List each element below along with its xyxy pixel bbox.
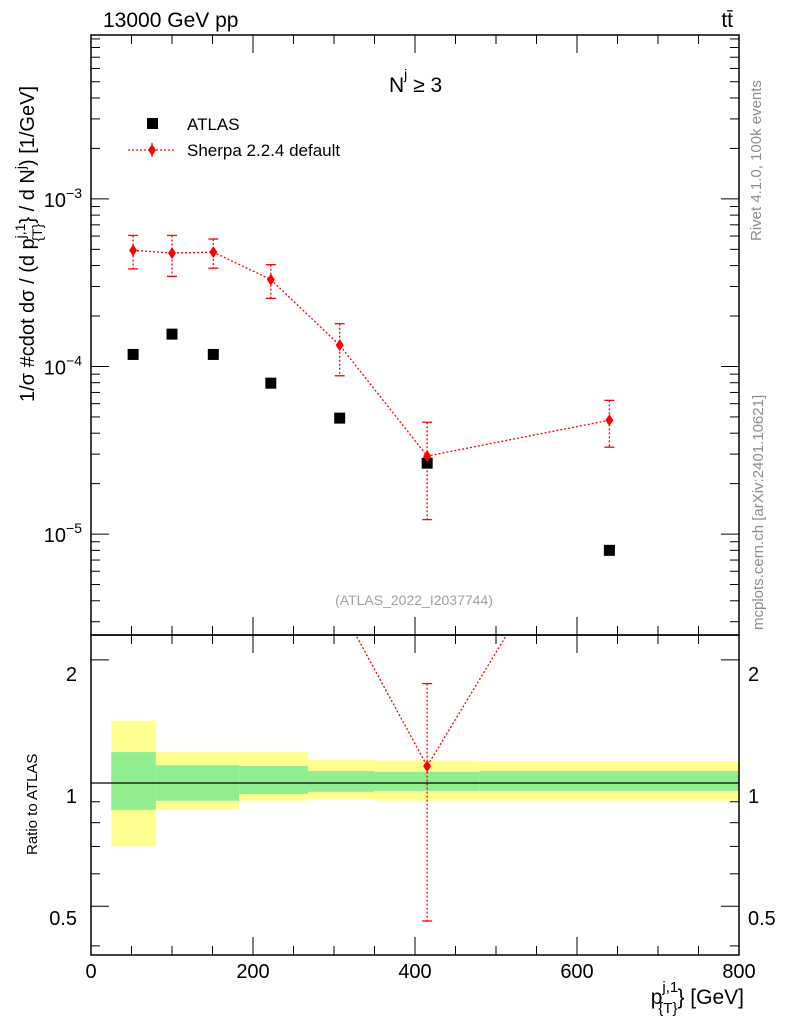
ratio-band-inner — [479, 771, 739, 791]
ratio-plot-area — [355, 635, 508, 922]
atlas-point — [603, 544, 615, 556]
atlas-point — [421, 457, 433, 469]
sherpa-line — [133, 249, 610, 457]
atlas-point — [207, 348, 219, 360]
ratio-y-tick-label-right-2: 2 — [748, 664, 759, 686]
sherpa-point — [423, 450, 432, 463]
ratio-axis-ticks — [90, 635, 740, 955]
ratio-uncertainty-bands — [91, 720, 739, 847]
atlas-point — [265, 377, 277, 389]
sherpa-point — [129, 244, 138, 257]
sherpa-point — [605, 414, 614, 427]
ratio-y-tick-label-0-5: 0.5 — [49, 908, 77, 930]
legend-label-sherpa: Sherpa 2.2.4 default — [187, 141, 340, 160]
ratio-band-inner — [111, 752, 156, 810]
atlas-point — [166, 328, 178, 340]
analysis-tag: (ATLAS_2022_I2037744) — [335, 592, 493, 608]
source-label: mcplots.cern.ch [arXiv:2401.10621] — [750, 395, 767, 630]
y-tick-label-1e-4: 10−4 — [44, 352, 82, 379]
main-plot-area — [127, 234, 615, 556]
y-axis-label: 1/σ #cdot dσ / (d pj,1{T}} / d Nj) [1/Ge… — [12, 86, 45, 402]
sherpa-point — [266, 273, 275, 286]
energy-label: 13000 GeV pp — [103, 9, 238, 32]
sherpa-point — [209, 246, 218, 259]
legend-label-atlas: ATLAS — [187, 115, 240, 134]
x-tick-label: 600 — [560, 961, 593, 983]
y-tick-label-1e-5: 10−5 — [44, 520, 82, 547]
ratio-band-inner — [308, 771, 375, 792]
sherpa-point — [168, 247, 176, 260]
ratio-panel: 2 1 0.5 2 1 0.5 Ratio to ATLAS 0 200 400 60… — [24, 634, 776, 1017]
process-label: tt̄ — [721, 9, 733, 32]
atlas-point — [127, 348, 139, 360]
ratio-sherpa-line — [355, 635, 508, 768]
main-panel: 10−5 10−4 10−3 1/σ #cdot dσ / (d pj,1{T}… — [12, 34, 740, 636]
y-tick-label-1e-3: 10−3 — [44, 185, 82, 212]
x-tick-label: 400 — [398, 961, 431, 983]
atlas-point — [334, 412, 346, 424]
main-axis-ticks — [90, 35, 740, 635]
ratio-y-tick-label-1: 1 — [66, 786, 77, 808]
ratio-sherpa-point — [423, 760, 432, 773]
panel-title: Nj ≥ 3 — [389, 66, 442, 97]
legend-marker-atlas — [147, 118, 158, 129]
x-tick-label: 0 — [85, 961, 96, 983]
legend: ATLAS Sherpa 2.2.4 default — [128, 115, 340, 160]
ratio-frame — [90, 634, 740, 956]
ratio-y-tick-label-right-0-5: 0.5 — [748, 908, 776, 930]
legend-marker-sherpa — [148, 144, 156, 156]
sherpa-point — [335, 339, 344, 352]
x-tick-label: 200 — [236, 961, 269, 983]
ratio-y-tick-label-right-1: 1 — [748, 786, 759, 808]
rivet-version-label: Rivet 4.1.0, 100k events — [748, 80, 765, 241]
x-tick-label: 800 — [722, 961, 755, 983]
ratio-band-inner — [239, 766, 309, 795]
x-tick-labels: 0 200 400 600 800 — [85, 961, 755, 983]
x-axis-label: pj,1 {T}} [GeV] — [651, 979, 744, 1017]
ratio-y-tick-label-2: 2 — [66, 664, 77, 686]
ratio-y-axis-label: Ratio to ATLAS — [24, 754, 41, 855]
